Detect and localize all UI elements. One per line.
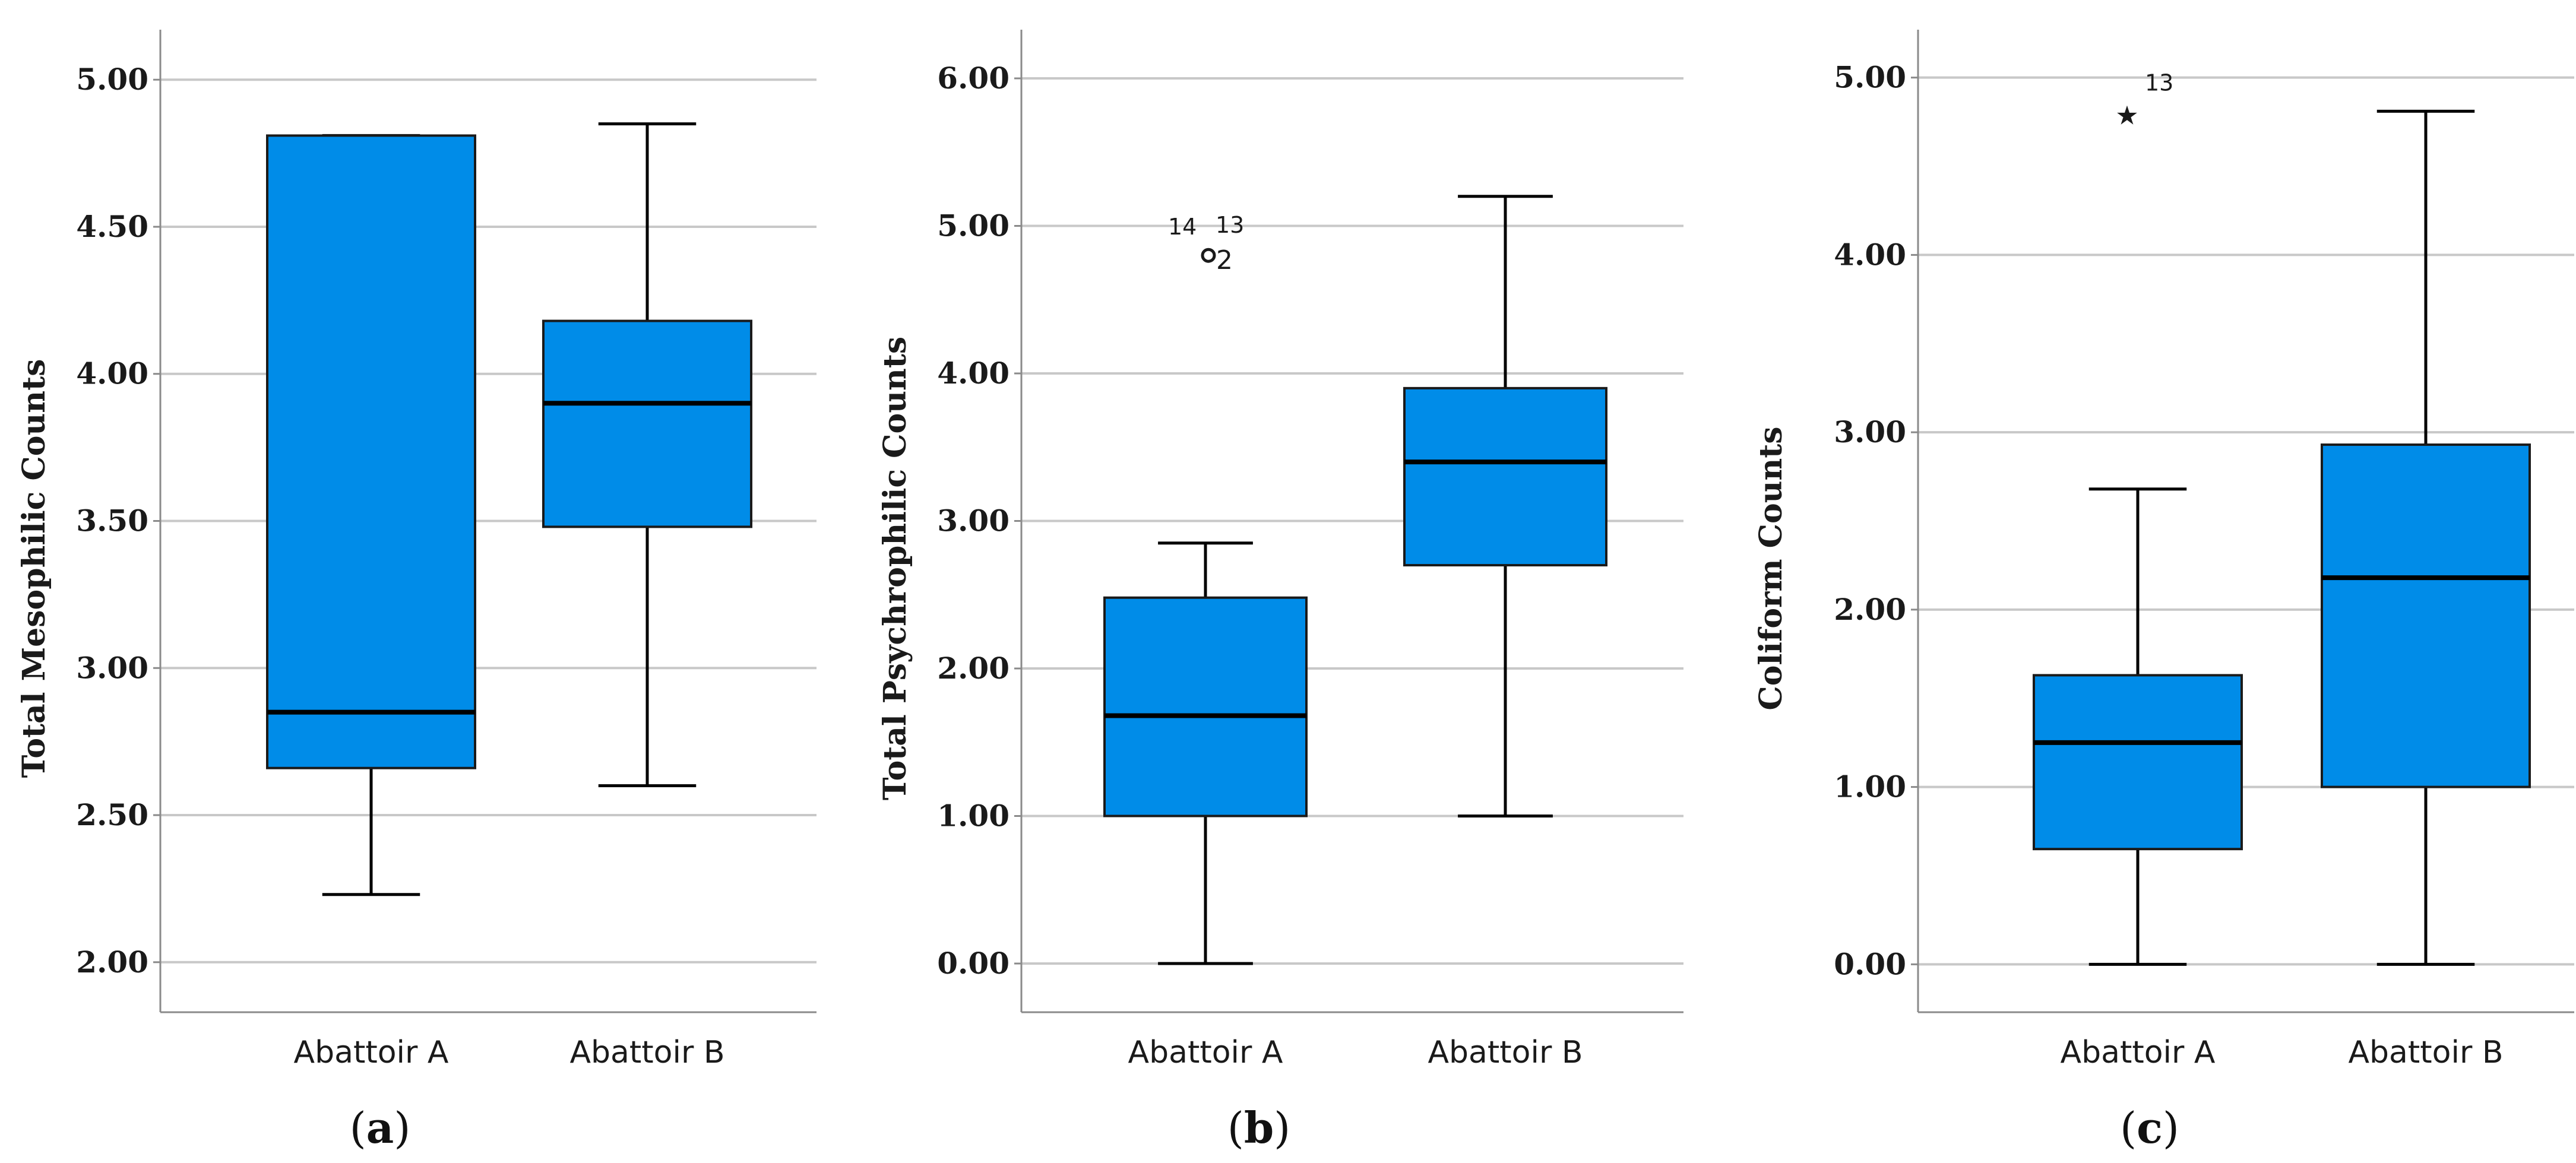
x-category-label: Abattoir A bbox=[1128, 1035, 1283, 1070]
box-iqr bbox=[2033, 674, 2243, 851]
x-category-label: Abattoir A bbox=[2061, 1035, 2216, 1070]
outlier-label: 14 bbox=[1168, 214, 1197, 240]
y-tick-label: 6.00 bbox=[937, 61, 1009, 96]
y-tick-label: 2.00 bbox=[76, 945, 148, 980]
y-tick-label: 3.00 bbox=[937, 503, 1009, 538]
box-iqr bbox=[2321, 443, 2531, 788]
y-tick-label: 0.00 bbox=[937, 946, 1009, 981]
y-tick-label: 1.00 bbox=[937, 798, 1009, 833]
box-iqr bbox=[1403, 386, 1607, 567]
outlier-circle-marker bbox=[1201, 248, 1216, 263]
y-tick-label: 5.00 bbox=[76, 62, 148, 97]
y-tick-label: 4.00 bbox=[937, 356, 1009, 391]
panel-label: (c) bbox=[2120, 1102, 2179, 1153]
y-tick-label: 5.00 bbox=[1834, 60, 1906, 95]
box-abattoir-a bbox=[266, 134, 476, 896]
x-category-label: Abattoir B bbox=[569, 1035, 724, 1070]
panel-label: (b) bbox=[1227, 1102, 1291, 1153]
y-tick-label: 4.00 bbox=[76, 356, 148, 391]
y-tick-label: 3.50 bbox=[76, 503, 148, 538]
y-tick-label: 4.00 bbox=[1834, 237, 1906, 272]
y-axis-title: Total Mesophilic Counts bbox=[16, 359, 52, 778]
y-axis-title: Coliform Counts bbox=[1753, 426, 1789, 710]
box-iqr bbox=[1103, 596, 1308, 817]
panel-label: (a) bbox=[350, 1102, 411, 1153]
y-axis-title: Total Psychrophilic Counts bbox=[877, 337, 913, 800]
y-tick-label: 0.00 bbox=[1834, 946, 1906, 981]
chart-panel-c: 0.00 1.00 2.00 3.00 4.00 5.00 Coliform Counts ★… bbox=[1753, 30, 2574, 1153]
x-category-label: Abattoir A bbox=[294, 1035, 449, 1070]
box-abattoir-a: 14 13 2 bbox=[1103, 212, 1308, 965]
box-abattoir-b bbox=[2321, 109, 2531, 966]
y-tick-label: 2.00 bbox=[937, 651, 1009, 686]
y-tick-label: 3.00 bbox=[76, 650, 148, 685]
y-tick-label: 4.50 bbox=[76, 209, 148, 244]
box-abattoir-a: ★ 13 bbox=[2033, 69, 2243, 966]
box-iqr bbox=[266, 134, 476, 769]
y-tick-label: 3.00 bbox=[1834, 414, 1906, 449]
outlier-label: 13 bbox=[2145, 69, 2173, 96]
x-category-label: Abattoir B bbox=[1428, 1035, 1583, 1070]
chart-panel-a: 2.00 2.50 3.00 3.50 4.00 4.50 5.00 Total Mesoph… bbox=[16, 30, 817, 1153]
chart-panel-b: 0.00 1.00 2.00 3.00 4.00 5.00 6.00 Total Psychr… bbox=[877, 30, 1683, 1153]
box-abattoir-b bbox=[1403, 195, 1607, 817]
box-abattoir-b bbox=[542, 122, 752, 787]
outlier-star-marker: ★ bbox=[2115, 100, 2138, 131]
y-tick-label: 5.00 bbox=[937, 208, 1009, 243]
y-tick-label: 2.00 bbox=[1834, 592, 1906, 627]
y-tick-label: 2.50 bbox=[76, 797, 148, 832]
outlier-label: 13 bbox=[1216, 212, 1244, 238]
y-tick-label: 1.00 bbox=[1834, 769, 1906, 804]
outlier-label: 2 bbox=[1216, 245, 1233, 275]
x-category-label: Abattoir B bbox=[2348, 1035, 2503, 1070]
box-iqr bbox=[542, 319, 752, 528]
